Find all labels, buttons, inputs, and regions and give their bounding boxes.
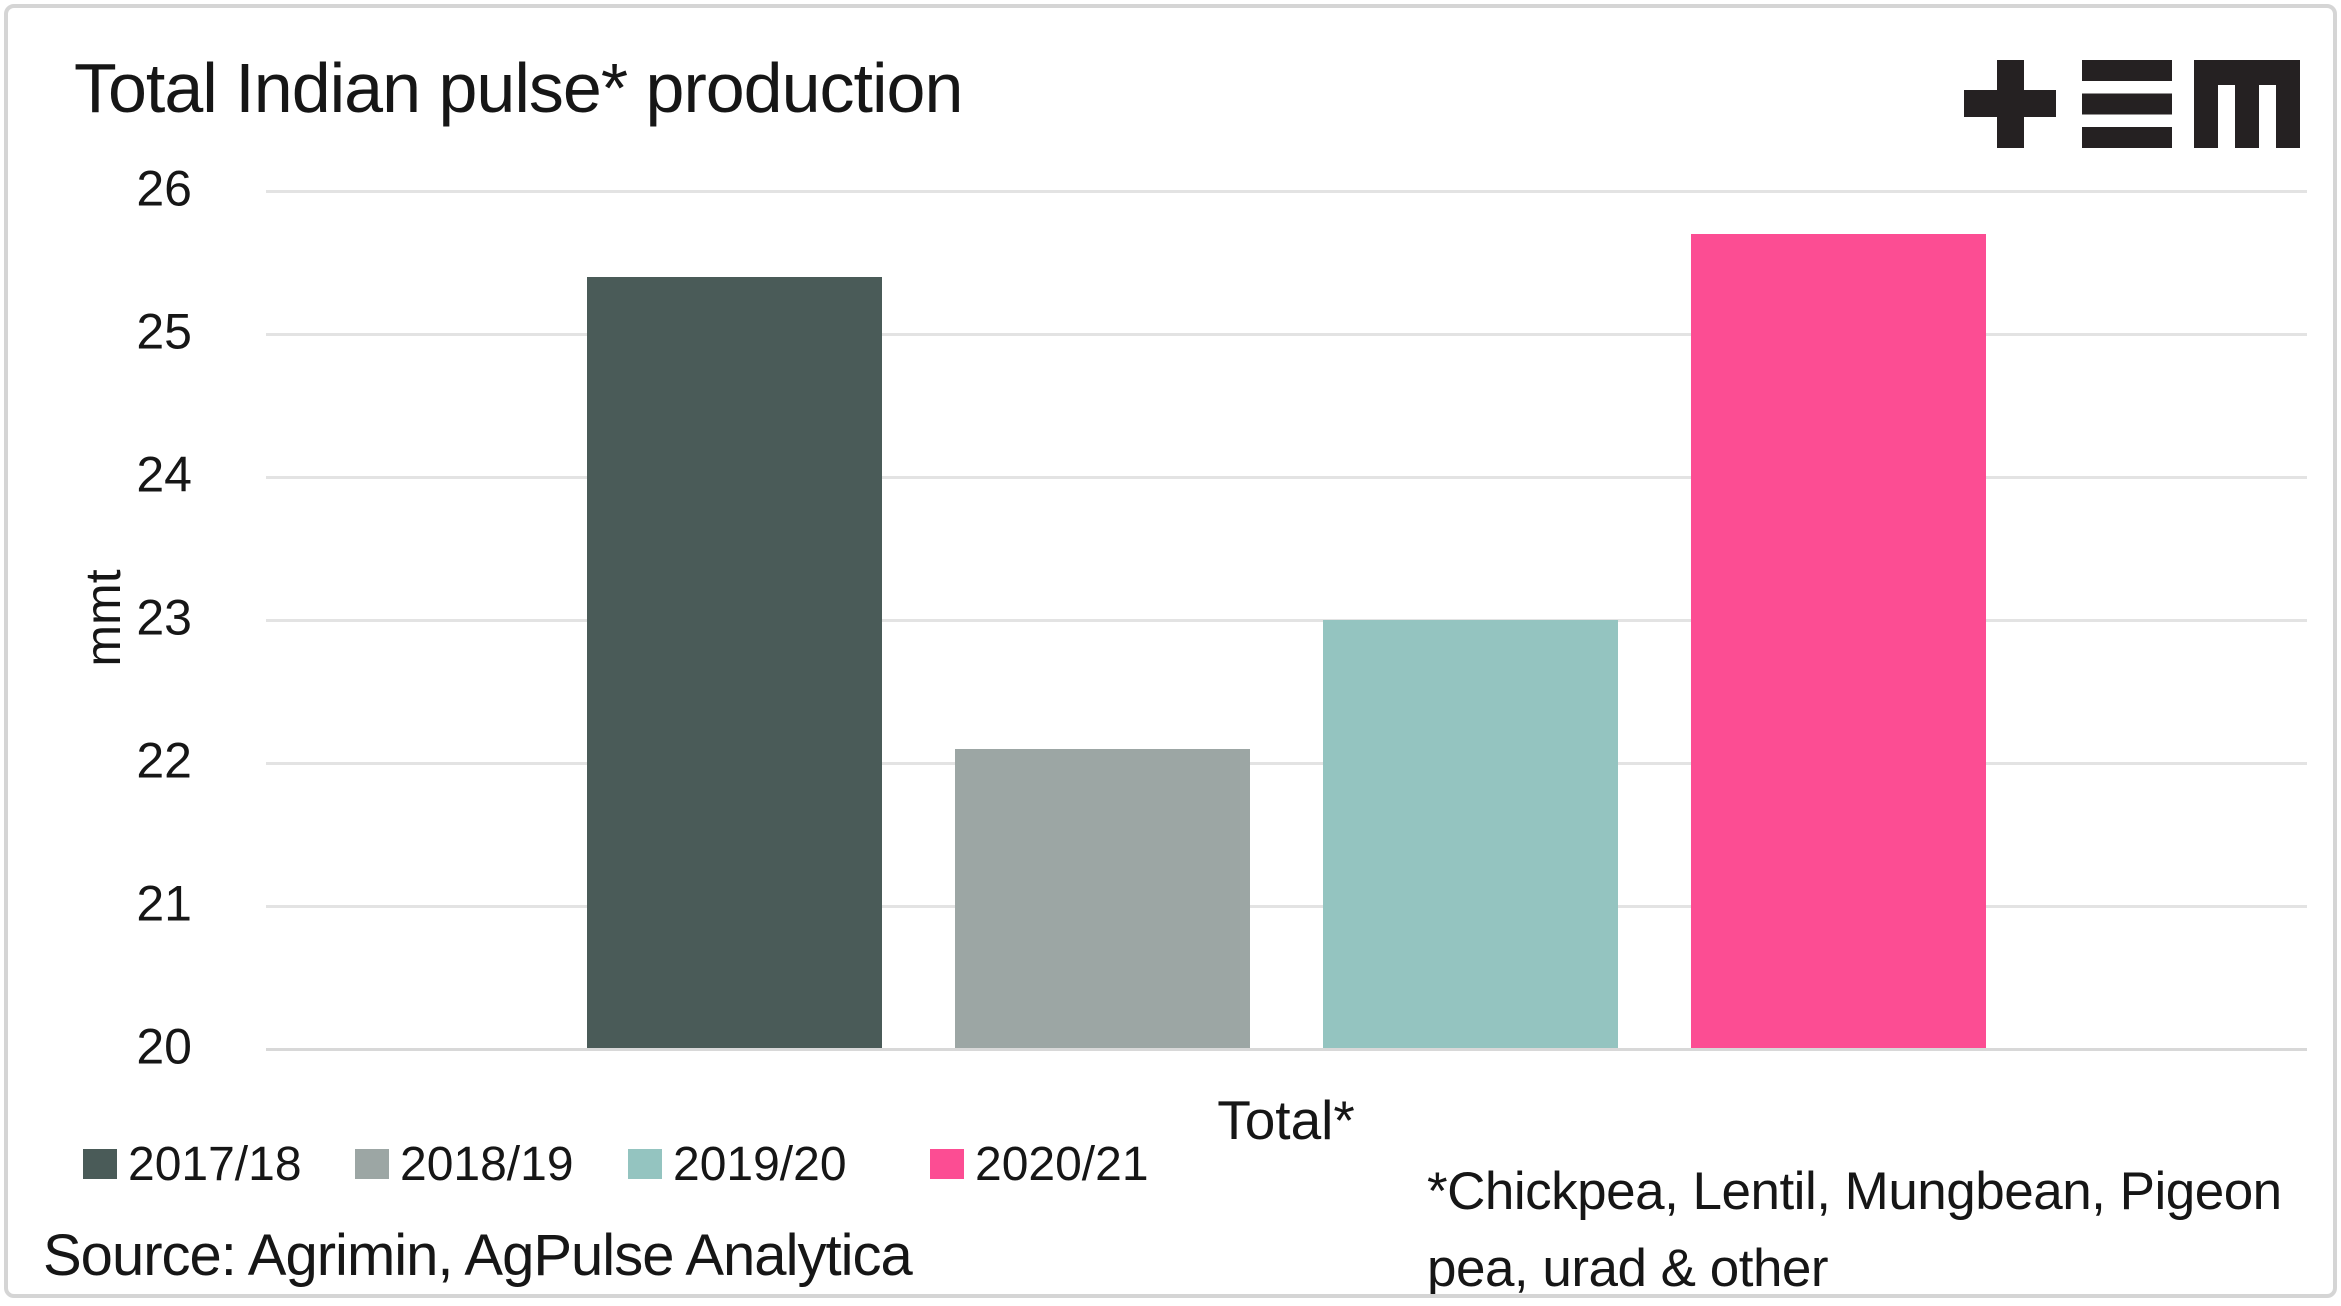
y-tick-21: 21 <box>136 875 192 932</box>
legend: 2017/18 2018/19 2019/20 2020/21 <box>8 8 2333 1294</box>
legend-label: 2019/20 <box>673 1137 847 1191</box>
footnote: *Chickpea, Lentil, Mungbean, Pigeon pea,… <box>1427 1154 2282 1298</box>
legend-swatch-icon <box>930 1149 964 1179</box>
legend-label: 2017/18 <box>128 1137 302 1191</box>
legend-item-2017-18: 2017/18 <box>83 1138 302 1191</box>
y-tick-25: 25 <box>136 303 192 360</box>
gridline-26 <box>266 190 2307 193</box>
chart-card: Total Indian pulse* production mmt 26 25 2… <box>4 4 2337 1298</box>
legend-item-2018-19: 2018/19 <box>355 1138 574 1191</box>
brand-logo-icon <box>1964 60 2300 148</box>
gridline-21 <box>266 905 2307 908</box>
plot-area <box>266 190 2307 1051</box>
bar-2017-18 <box>587 276 883 1049</box>
gridline-22 <box>266 761 2307 765</box>
gridline-25 <box>266 332 2307 336</box>
page-title: Total Indian pulse* production <box>74 49 963 127</box>
source-note: Source: Agrimin, AgPulse Analytica <box>43 1223 913 1288</box>
bar-2019-20 <box>1323 620 1619 1049</box>
y-tick-20: 20 <box>136 1018 192 1075</box>
footnote-line-2: pea, urad & other <box>1427 1238 1829 1298</box>
legend-swatch-icon <box>628 1149 662 1179</box>
y-tick-23: 23 <box>136 589 192 646</box>
legend-swatch-icon <box>355 1149 389 1179</box>
y-tick-24: 24 <box>136 446 192 503</box>
legend-item-2019-20: 2019/20 <box>628 1138 847 1191</box>
legend-label: 2018/19 <box>400 1137 574 1191</box>
y-tick-22: 22 <box>136 732 192 789</box>
legend-label: 2020/21 <box>975 1137 1149 1191</box>
bar-2020-21 <box>1691 233 1987 1049</box>
footnote-line-1: *Chickpea, Lentil, Mungbean, Pigeon <box>1427 1162 2282 1221</box>
gridline-24 <box>266 475 2307 479</box>
y-tick-26: 26 <box>136 160 192 217</box>
y-axis: 26 25 24 23 22 21 20 <box>8 8 2333 1294</box>
x-axis-category-label: Total* <box>1217 1089 1355 1151</box>
gridline-23 <box>266 619 2307 622</box>
legend-swatch-icon <box>83 1149 117 1179</box>
legend-item-2020-21: 2020/21 <box>930 1138 1149 1191</box>
gridline-20 <box>266 1048 2307 1051</box>
bar-2018-19 <box>955 748 1251 1049</box>
